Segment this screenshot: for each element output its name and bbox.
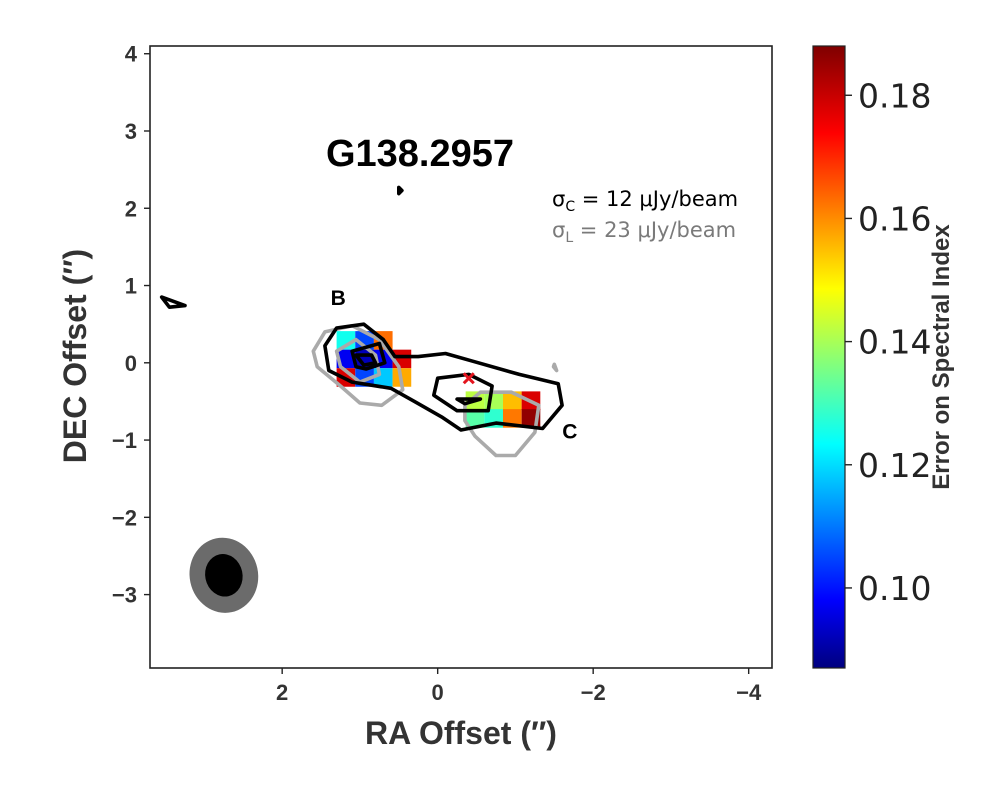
contours [159,185,564,458]
y-axis-ticks: 4 3 2 1 0 −1 −2 −3 [112,42,150,608]
beam-ellipse-c [205,554,243,597]
colorbar-tick-label: 0.12 [858,446,931,485]
colorbar-tick-label: 0.14 [858,323,931,362]
contour-c-band [455,397,483,406]
x-tick-label: −2 [581,680,606,705]
x-tick-label: 2 [276,680,288,705]
beam-ellipses [189,537,259,613]
y-tick-label: 3 [125,119,137,144]
contour-c-band [354,353,378,367]
colorbar-label: Error on Spectral Index [928,224,955,490]
y-tick-label: −3 [112,583,137,608]
colorbar-tick-label: 0.10 [858,569,931,608]
y-tick-label: −2 [112,505,137,530]
heatmap-pixel [373,368,393,387]
heatmap-pixel [336,331,356,350]
y-tick-label: 4 [125,42,138,67]
colorbar-tick-label: 0.18 [858,76,931,115]
peak-marker [462,372,475,385]
contour-c-band [396,185,404,196]
component-label-c: C [562,421,577,444]
colorbar [812,45,846,669]
contour-c-band [350,341,387,371]
x-axis-ticks: 2 0 −2 −4 [276,668,762,705]
sigma-l-annotation: σL = 23 μJy/beam [552,218,736,246]
y-tick-label: 1 [125,274,137,299]
contour-c-band [159,295,187,310]
component-label-b: B [331,287,346,310]
x-axis-label: RA Offset (″) [365,715,557,751]
colorbar-tick-label: 0.16 [858,199,931,238]
component-labels: BC [331,287,578,444]
x-tick-label: 0 [432,680,444,705]
y-tick-label: 0 [125,351,137,376]
plot-frame [149,45,773,669]
contour-c-band [431,372,494,413]
sigma-c-annotation: σC = 12 μJy/beam [552,187,738,215]
chart-title: G138.2957 [326,133,514,175]
contour-l-band [551,362,559,373]
contour-c-band [323,322,564,432]
x-tick-label: −4 [736,680,762,705]
y-tick-label: 2 [125,196,137,221]
y-tick-label: −1 [112,428,137,453]
y-axis-label: DEC Offset (″) [57,249,93,463]
contour-l-band [334,337,382,384]
peak-marker-group [462,372,475,385]
colorbar-ticks: 0.10 0.12 0.14 0.16 0.18 [845,76,931,608]
plot-area [159,185,564,613]
heatmap-pixel [465,409,485,428]
